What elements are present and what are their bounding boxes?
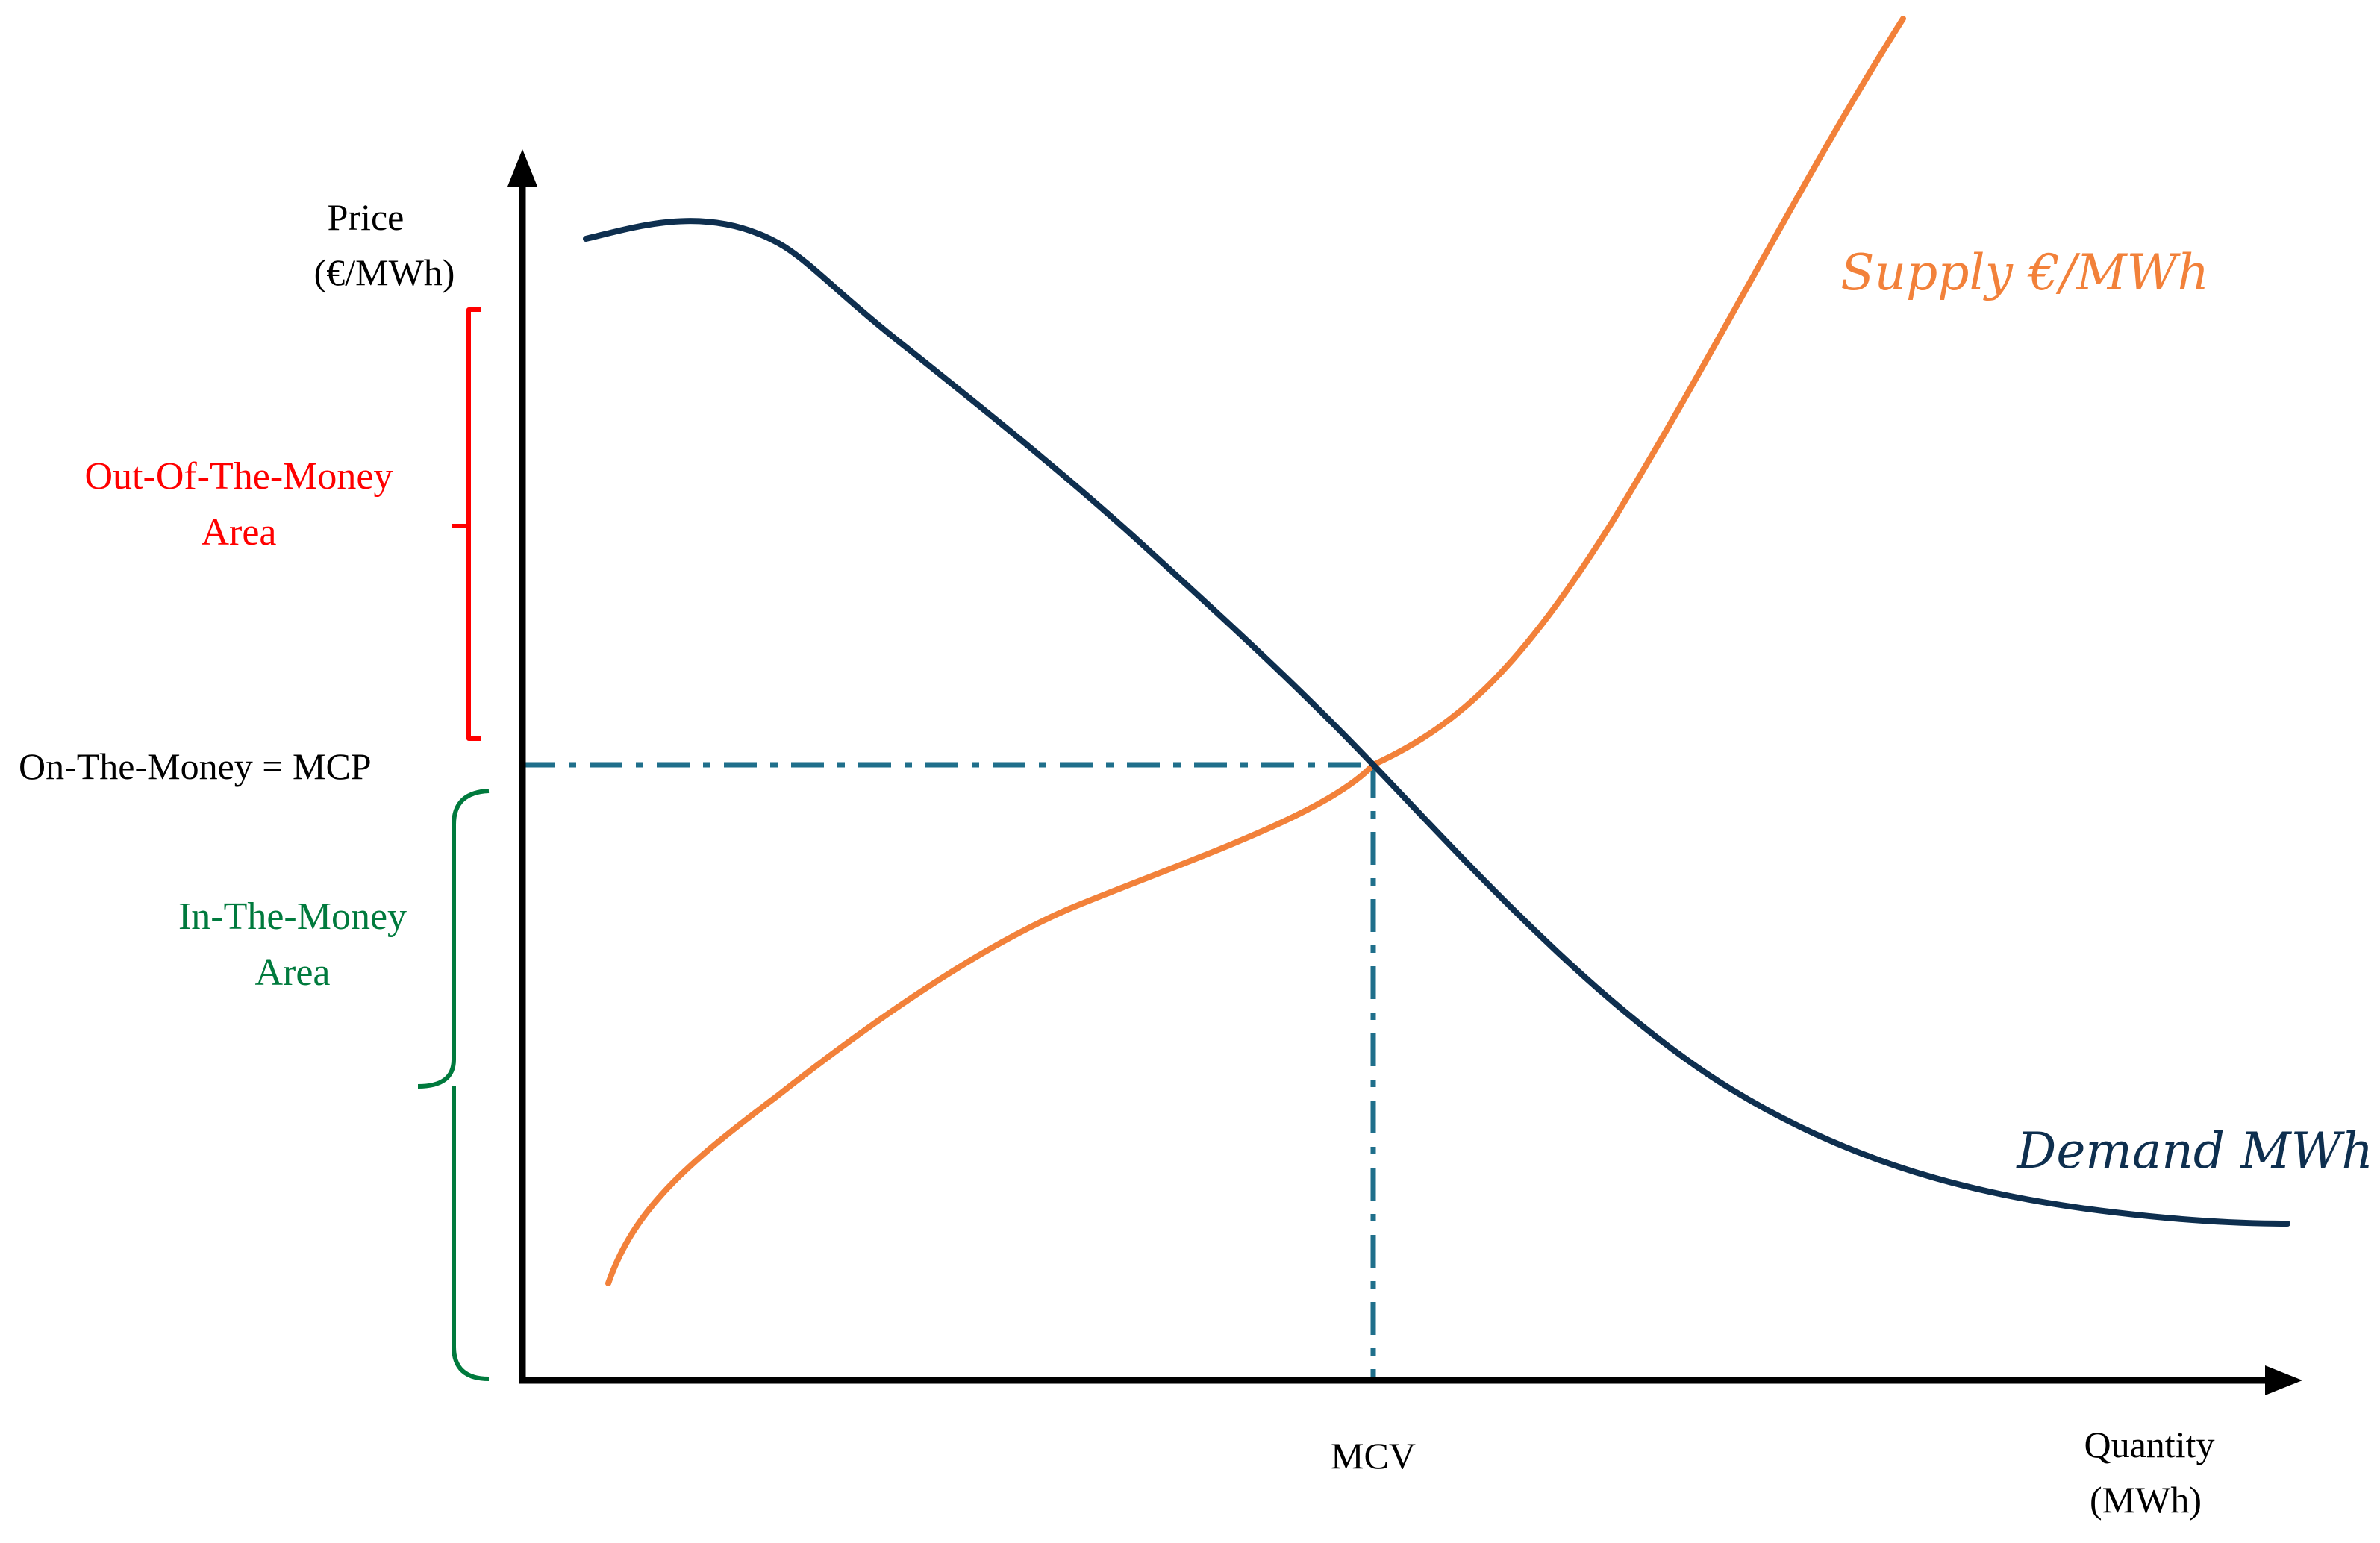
supply-curve — [605, 16, 1906, 1286]
demand-curve — [583, 218, 2290, 1227]
in-the-money-label-line1: In-The-Money — [178, 895, 407, 938]
x-axis-arrowhead — [2265, 1365, 2302, 1395]
mcp-label: On-The-Money = MCP — [19, 745, 372, 787]
x-axis-label-line2: (MWh) — [2090, 1479, 2202, 1521]
y-axis-arrowhead — [507, 149, 537, 187]
demand-label: Demand MWh — [2016, 1122, 2373, 1180]
y-axis-label-line1: Price — [328, 196, 405, 238]
x-axis-label-line1: Quantity — [2084, 1424, 2215, 1465]
in-the-money-label-line2: Area — [254, 951, 330, 994]
y-axis-label-line2: (€/MWh) — [314, 251, 455, 293]
out-of-money-bracket — [452, 307, 481, 741]
out-of-money-label-line2: Area — [201, 511, 276, 554]
out-of-money-label-line1: Out-Of-The-Money — [85, 455, 393, 498]
supply-label: Supply €/MWh — [1840, 244, 2209, 301]
mcv-label: MCV — [1331, 1435, 1416, 1477]
in-the-money-bracket — [417, 789, 490, 1381]
